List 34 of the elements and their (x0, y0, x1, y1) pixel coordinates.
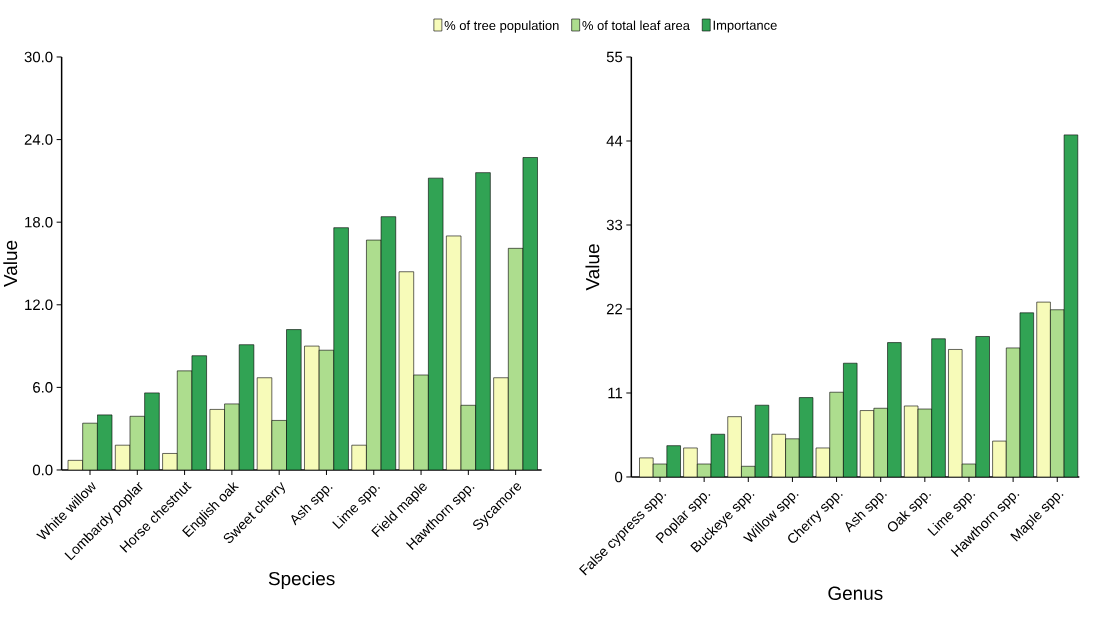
x-tick-label: Ash spp. (845, 493, 887, 533)
x-axis-title: Species (268, 571, 335, 590)
y-axis-title: Value (3, 240, 18, 287)
bar (727, 416, 742, 477)
bar (992, 440, 1007, 477)
bar (493, 377, 509, 470)
x-tick-label: Ash spp. (291, 486, 333, 526)
bar (413, 374, 429, 470)
bar (224, 403, 240, 470)
bar (785, 438, 800, 477)
bar (271, 420, 287, 470)
y-tick-label: 33 (606, 219, 623, 231)
y-tick-label: 30.0 (24, 51, 53, 63)
y-tick-label: 11 (608, 387, 623, 399)
bar (1036, 301, 1051, 477)
y-tick-label: 44 (606, 135, 623, 147)
bar (887, 342, 902, 477)
y-tick-label: 18.0 (25, 216, 53, 228)
bar (975, 336, 990, 477)
legend-label: Importance (713, 20, 777, 33)
legend-label: % of total leaf area (582, 20, 690, 31)
y-axis-title: Value (585, 244, 600, 291)
y-tick-label: 0 (615, 471, 623, 483)
y-tick-label: 0.0 (32, 464, 53, 476)
bar (931, 338, 946, 477)
y-tick-label: 6.0 (33, 382, 53, 393)
x-axis-title: Genus (828, 586, 883, 600)
y-tick-label: 22 (606, 303, 623, 315)
bar (82, 422, 98, 470)
y-tick-label: 24.0 (24, 134, 53, 145)
bar (829, 391, 844, 477)
legend-label: % of tree population (444, 20, 559, 33)
y-tick-label: 12.0 (25, 299, 53, 311)
y-tick-label: 55 (606, 51, 623, 63)
